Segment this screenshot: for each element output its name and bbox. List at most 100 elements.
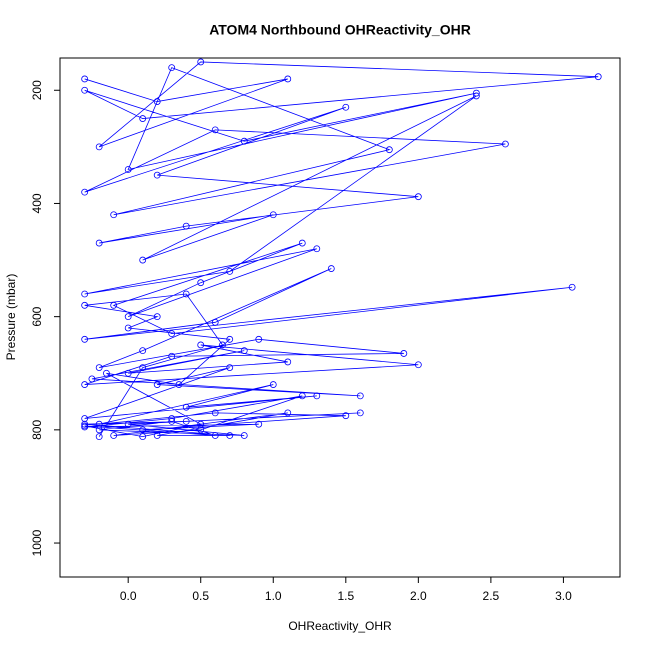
- data-point: [81, 75, 89, 83]
- data-point: [594, 73, 602, 81]
- data-point: [95, 239, 103, 247]
- data-point: [139, 256, 147, 264]
- data-point: [255, 420, 263, 428]
- data-point: [211, 126, 219, 134]
- y-tick-label: 200: [30, 80, 44, 100]
- data-point: [226, 364, 234, 371]
- x-axis-label: OHReactivity_OHR: [288, 619, 392, 633]
- data-point: [240, 347, 248, 355]
- data-point: [95, 364, 103, 371]
- data-point: [139, 364, 147, 371]
- data-point: [95, 426, 103, 434]
- data-point: [284, 75, 292, 83]
- data-point: [385, 146, 393, 154]
- data-point: [124, 369, 132, 377]
- data-point: [153, 381, 161, 388]
- data-point: [298, 239, 306, 247]
- data-point: [501, 140, 509, 148]
- series-line: [84, 61, 599, 438]
- data-point: [182, 290, 190, 298]
- data-point: [175, 381, 183, 388]
- data-point: [211, 432, 219, 439]
- data-point: [168, 352, 176, 360]
- data-point: [110, 301, 118, 309]
- data-point: [313, 245, 321, 253]
- data-point: [81, 290, 89, 298]
- y-axis-label: Pressure (mbar): [4, 274, 18, 361]
- data-point: [168, 64, 176, 72]
- data-point: [197, 58, 205, 66]
- data-point: [472, 92, 480, 100]
- data-point: [284, 409, 292, 417]
- data-point: [95, 433, 103, 441]
- x-tick-label: 2.0: [410, 589, 427, 603]
- data-point: [81, 86, 89, 94]
- data-point: [298, 392, 306, 400]
- data-point: [81, 420, 89, 428]
- data-point: [219, 341, 226, 349]
- data-point: [182, 417, 190, 425]
- data-point: [414, 193, 422, 201]
- data-point: [124, 324, 132, 332]
- data-point: [211, 318, 219, 326]
- data-point: [168, 417, 176, 425]
- data-point: [153, 432, 161, 439]
- data-point: [88, 375, 96, 383]
- data-point: [226, 432, 234, 439]
- data-point: [81, 381, 89, 388]
- data-point: [110, 432, 118, 439]
- data-point: [81, 301, 89, 309]
- x-tick-label: 0.0: [120, 589, 137, 603]
- x-tick-label: 1.0: [265, 589, 282, 603]
- data-point: [153, 98, 161, 105]
- data-point: [124, 420, 132, 428]
- data-point: [313, 392, 321, 400]
- data-point: [342, 103, 350, 111]
- data-point: [168, 330, 176, 338]
- data-point: [124, 166, 132, 173]
- data-point: [342, 412, 350, 420]
- y-tick-label: 600: [30, 306, 44, 326]
- data-point: [197, 279, 205, 287]
- data-point: [124, 313, 132, 321]
- data-point: [284, 358, 292, 366]
- data-point: [139, 433, 147, 441]
- data-point: [110, 211, 118, 219]
- data-point: [81, 188, 89, 196]
- data-point: [327, 265, 335, 272]
- data-point: [168, 415, 176, 422]
- data-point: [182, 222, 190, 230]
- data-point: [211, 409, 219, 417]
- data-point: [139, 115, 147, 122]
- y-tick-label: 1000: [30, 529, 44, 556]
- data-point: [400, 350, 408, 357]
- data-point: [103, 369, 110, 377]
- data-point: [197, 420, 205, 428]
- data-point: [240, 432, 248, 439]
- x-tick-label: 2.5: [483, 589, 500, 603]
- data-point: [414, 361, 422, 369]
- data-point: [226, 335, 234, 343]
- data-point: [139, 347, 147, 355]
- x-tick-label: 1.5: [337, 589, 354, 603]
- data-point: [269, 211, 277, 219]
- plot-frame: [59, 57, 621, 578]
- data-point: [269, 381, 277, 388]
- x-tick-label: 3.0: [555, 589, 572, 603]
- data-point: [255, 335, 263, 343]
- data-point: [81, 422, 89, 430]
- data-point: [182, 403, 190, 411]
- data-point: [356, 409, 364, 417]
- x-tick-label: 0.5: [192, 589, 209, 603]
- data-point: [226, 267, 234, 275]
- data-point: [139, 426, 147, 434]
- data-point: [472, 89, 480, 97]
- data-point: [153, 171, 161, 179]
- chart-title: ATOM4 Northbound OHReactivity_OHR: [209, 22, 471, 38]
- data-point: [240, 137, 248, 145]
- data-point: [568, 283, 576, 291]
- data-point: [153, 313, 161, 321]
- data-point: [356, 392, 364, 400]
- y-tick-label: 400: [30, 193, 44, 213]
